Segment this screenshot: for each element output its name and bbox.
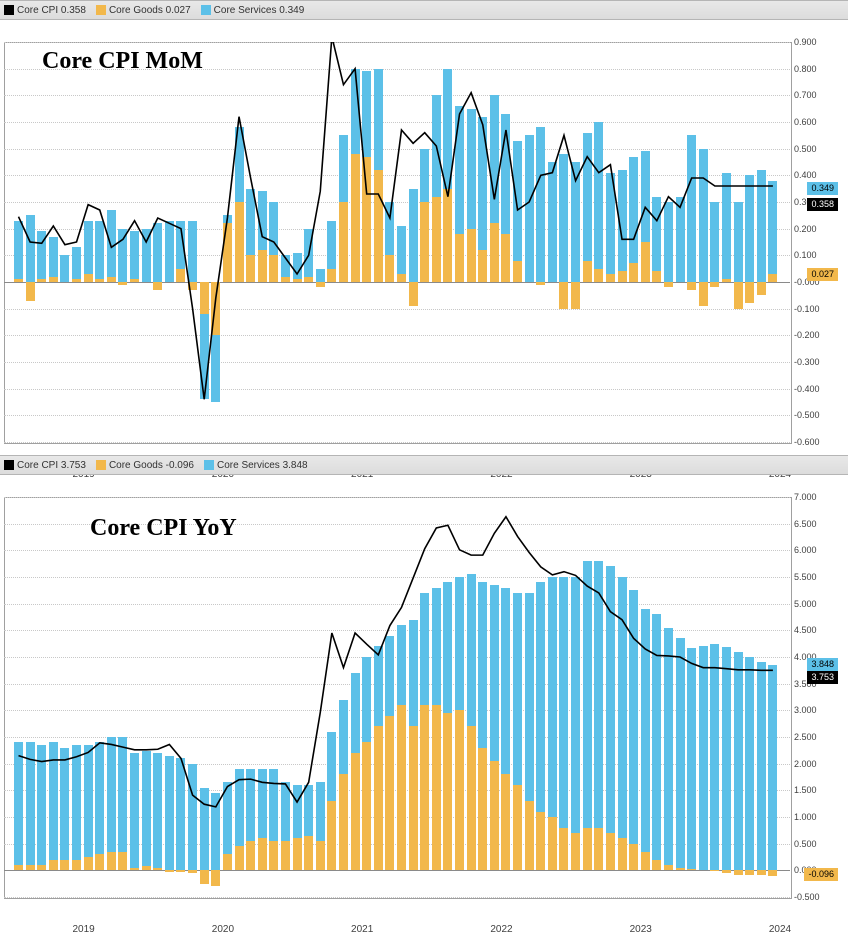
y-tick-label: 3.000: [794, 705, 830, 715]
y-tick-label: 6.000: [794, 545, 830, 555]
legend-label: Core CPI 0.358: [17, 5, 86, 16]
x-tick-label: 2019: [73, 924, 95, 935]
y-tick-label: -0.500: [794, 892, 830, 902]
top-plot: -0.600-0.500-0.400-0.300-0.200-0.100-0.0…: [4, 42, 790, 442]
cpi-line-svg: [4, 497, 790, 897]
legend-swatch: [4, 460, 14, 470]
legend-swatch: [201, 5, 211, 15]
page: Core CPI 0.358 Core Goods 0.027 Core Servi…: [0, 0, 848, 910]
cpi-line-svg: [4, 42, 790, 442]
cpi-line: [19, 517, 773, 807]
x-tick-label: 2020: [212, 924, 234, 935]
y-tick-label: -0.300: [794, 357, 830, 367]
bottom-plot-wrap: -0.5000.0000.5001.0001.5002.0002.5003.00…: [0, 493, 848, 930]
top-legend: Core CPI 0.358 Core Goods 0.027 Core Servi…: [0, 0, 848, 20]
legend-item: Core CPI 3.753: [4, 460, 86, 471]
legend-swatch: [96, 5, 106, 15]
y-tick-label: 0.600: [794, 117, 830, 127]
current-value-label: 3.848: [807, 658, 838, 671]
y-tick-label: -0.400: [794, 384, 830, 394]
y-tick-label: 0.100: [794, 250, 830, 260]
legend-swatch: [4, 5, 14, 15]
y-tick-label: -0.100: [794, 304, 830, 314]
y-tick-label: 5.000: [794, 599, 830, 609]
y-tick-label: -0.500: [794, 410, 830, 420]
y-tick-label: 1.500: [794, 785, 830, 795]
y-tick-label: 0.400: [794, 170, 830, 180]
y-tick-label: -0.600: [794, 437, 830, 447]
y-tick-label: 0.500: [794, 144, 830, 154]
legend-label: Core Goods 0.027: [109, 5, 191, 16]
legend-item: Core Services 3.848: [204, 460, 308, 471]
y-tick-label: 1.000: [794, 812, 830, 822]
x-tick-label: 2024: [769, 924, 791, 935]
top-title: Core CPI MoM: [42, 48, 203, 75]
y-tick-label: -0.200: [794, 330, 830, 340]
current-value-label: 0.027: [807, 268, 838, 281]
bottom-legend: Core CPI 3.753 Core Goods -0.096 Core Serv…: [0, 455, 848, 475]
legend-label: Core Services 0.349: [214, 5, 305, 16]
bottom-x-ticks: 201920202021202220232024: [4, 897, 790, 917]
y-tick-label: 0.900: [794, 37, 830, 47]
legend-item: Core Goods 0.027: [96, 5, 191, 16]
legend-swatch: [96, 460, 106, 470]
legend-label: Core Services 3.848: [217, 460, 308, 471]
y-tick-label: 2.000: [794, 759, 830, 769]
y-tick-label: 0.500: [794, 839, 830, 849]
x-tick-label: 2022: [490, 924, 512, 935]
legend-item: Core CPI 0.358: [4, 5, 86, 16]
bottom-plot: -0.5000.0000.5001.0001.5002.0002.5003.00…: [4, 497, 790, 897]
current-value-label: 3.753: [807, 671, 838, 684]
bottom-title: Core CPI YoY: [90, 515, 237, 542]
legend-label: Core CPI 3.753: [17, 460, 86, 471]
top-panel: Core CPI 0.358 Core Goods 0.027 Core Servi…: [0, 0, 848, 455]
x-tick-label: 2021: [351, 924, 373, 935]
bottom-panel: Core CPI 3.753 Core Goods -0.096 Core Serv…: [0, 455, 848, 910]
current-value-label: -0.096: [804, 868, 838, 881]
x-tick-label: 2023: [630, 924, 652, 935]
cpi-line: [19, 42, 773, 399]
legend-item: Core Goods -0.096: [96, 460, 194, 471]
y-tick-label: 5.500: [794, 572, 830, 582]
current-value-label: 0.358: [807, 198, 838, 211]
y-tick-label: 2.500: [794, 732, 830, 742]
legend-label: Core Goods -0.096: [109, 460, 194, 471]
y-tick-label: 0.800: [794, 64, 830, 74]
y-tick-label: 0.700: [794, 90, 830, 100]
legend-item: Core Services 0.349: [201, 5, 305, 16]
y-tick-label: 6.500: [794, 519, 830, 529]
y-tick-label: 4.500: [794, 625, 830, 635]
current-value-label: 0.349: [807, 182, 838, 195]
top-plot-wrap: -0.600-0.500-0.400-0.300-0.200-0.100-0.0…: [0, 38, 848, 475]
y-tick-label: 0.200: [794, 224, 830, 234]
legend-swatch: [204, 460, 214, 470]
y-tick-label: 7.000: [794, 492, 830, 502]
